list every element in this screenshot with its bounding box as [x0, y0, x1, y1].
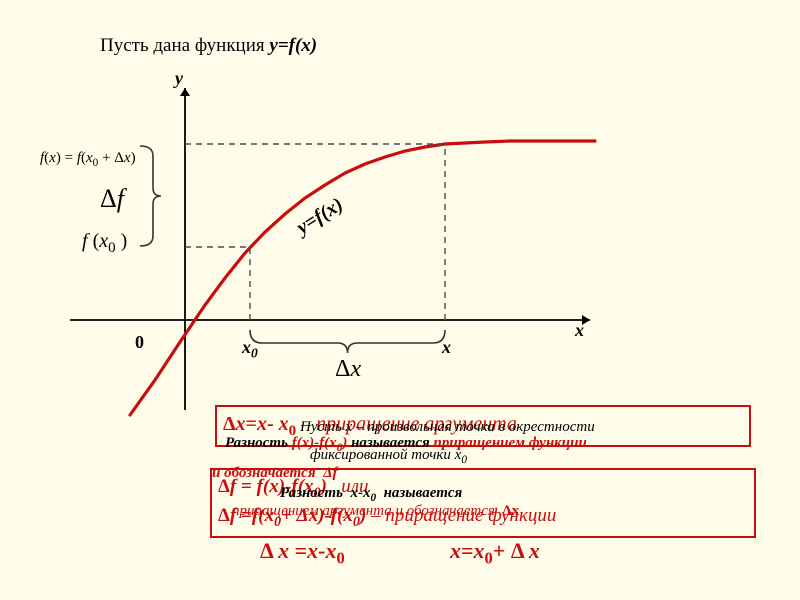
- x-tick-label: x: [442, 337, 451, 358]
- overlay-text-0: Пусть x – произвольная точка в окрестнос…: [300, 419, 595, 436]
- overlay-text-4: Разность x-x0 называется: [280, 485, 462, 504]
- x0-tick-label: x0: [242, 337, 258, 362]
- overlay-text-5: приращением аргумента и обозначается Δx: [232, 503, 519, 520]
- origin-label: 0: [135, 332, 144, 353]
- fx-equals-label: f(x) = f(x0 + Δx): [40, 150, 136, 169]
- overlay-text-2: фиксированной точки x0: [310, 447, 467, 466]
- delta-f-label: Δf: [100, 184, 124, 214]
- delta-x-brace-label: Δx: [335, 356, 361, 383]
- fx0-label: f (x0 ): [82, 230, 127, 257]
- diagram-root: yx0y=f(x)x0xf(x) = f(x0 + Δx)Δff (x0 )Δx…: [0, 0, 800, 600]
- axis-y-label: y: [175, 68, 183, 89]
- overlay-text-3: и обозначается Δf: [212, 465, 337, 482]
- axis-x-label: x: [575, 320, 584, 341]
- bottom-formula-right: x=x0+ Δ x: [450, 538, 540, 568]
- slide-title: Пусть дана функция y=f(x): [100, 35, 317, 57]
- bottom-formula-left: Δ x =x-x0: [260, 538, 345, 568]
